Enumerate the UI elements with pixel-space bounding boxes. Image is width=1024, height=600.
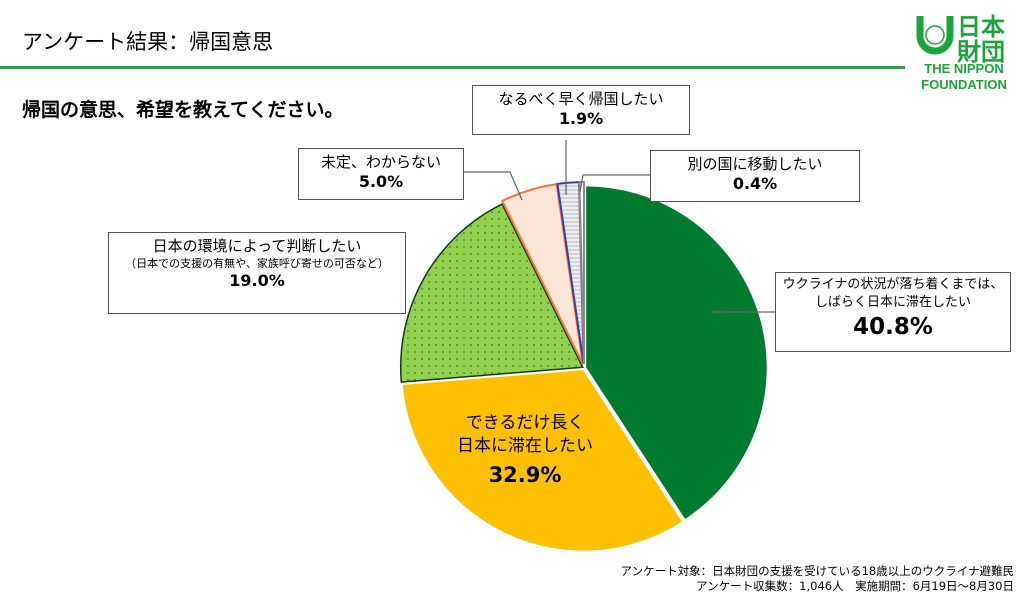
label-slice-1: ウクライナの状況が落ち着くまでは、 しばらく日本に滞在したい 40.8% xyxy=(775,272,1011,352)
page-title: アンケート結果：帰国意思 xyxy=(22,30,274,54)
nippon-foundation-logo: 日本 財団 xyxy=(916,13,1005,66)
survey-footnote: アンケート対象：日本財団の支援を受けている18歳以上のウクライナ避難民 アンケート… xyxy=(620,564,1014,593)
svg-text:財団: 財団 xyxy=(957,38,1005,66)
question-heading: 帰国の意思、希望を教えてください。 xyxy=(22,99,344,121)
svg-text:日本: 日本 xyxy=(957,13,1005,41)
label-slice-3: 日本の環境によって判断したい （日本での支援の有無や、家族呼び寄せの可否など） 19… xyxy=(108,232,406,314)
leader-lines xyxy=(464,140,775,313)
header-divider xyxy=(0,66,905,69)
label-slice-2: できるだけ長く 日本に滞在したい 32.9% xyxy=(457,413,593,487)
pie-slice-2 xyxy=(401,368,684,553)
label-slice-4: 未定、わからない 5.0% xyxy=(298,148,464,200)
logo-english: THE NIPPON FOUNDATION xyxy=(921,61,1007,92)
pie-slice-1 xyxy=(584,184,769,522)
label-slice-6: 別の国に移動したい 0.4% xyxy=(650,150,860,202)
label-slice-5: なるべく早く帰国したい 1.9% xyxy=(472,85,690,135)
pie-slice-3 xyxy=(399,203,584,383)
